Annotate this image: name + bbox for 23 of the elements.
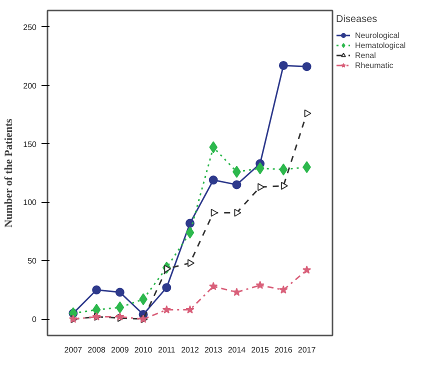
legend-label: Rheumatic — [355, 60, 394, 70]
x-tick-label: 2010 — [134, 346, 153, 354]
x-tick-label: 2015 — [251, 346, 270, 354]
x-tick-label: 2014 — [228, 346, 246, 354]
x-tick-label: 2016 — [274, 346, 293, 354]
x-tick-label: 2008 — [88, 346, 106, 354]
y-tick-label: 100 — [23, 198, 38, 208]
x-tick-label: 2017 — [298, 346, 316, 354]
y-axis-title: Number of the Patients — [3, 118, 16, 228]
y-tick-label: 200 — [23, 81, 38, 90]
legend-label: Hematological — [355, 40, 406, 50]
legend-title: Diseases — [336, 14, 378, 25]
legend-label: Renal — [355, 50, 376, 60]
y-tick-label: 250 — [23, 22, 38, 32]
x-tick-label: 2013 — [204, 346, 223, 354]
y-tick-label: 150 — [23, 140, 38, 149]
y-tick-label: 50 — [28, 256, 38, 266]
legend-label: Neurological — [355, 30, 400, 40]
x-tick-label: 2011 — [158, 346, 176, 354]
x-tick-label: 2009 — [111, 346, 130, 354]
y-tick-label: 0 — [32, 315, 38, 324]
x-tick-label: 2012 — [181, 346, 200, 354]
x-tick-label: 2007 — [64, 346, 83, 354]
